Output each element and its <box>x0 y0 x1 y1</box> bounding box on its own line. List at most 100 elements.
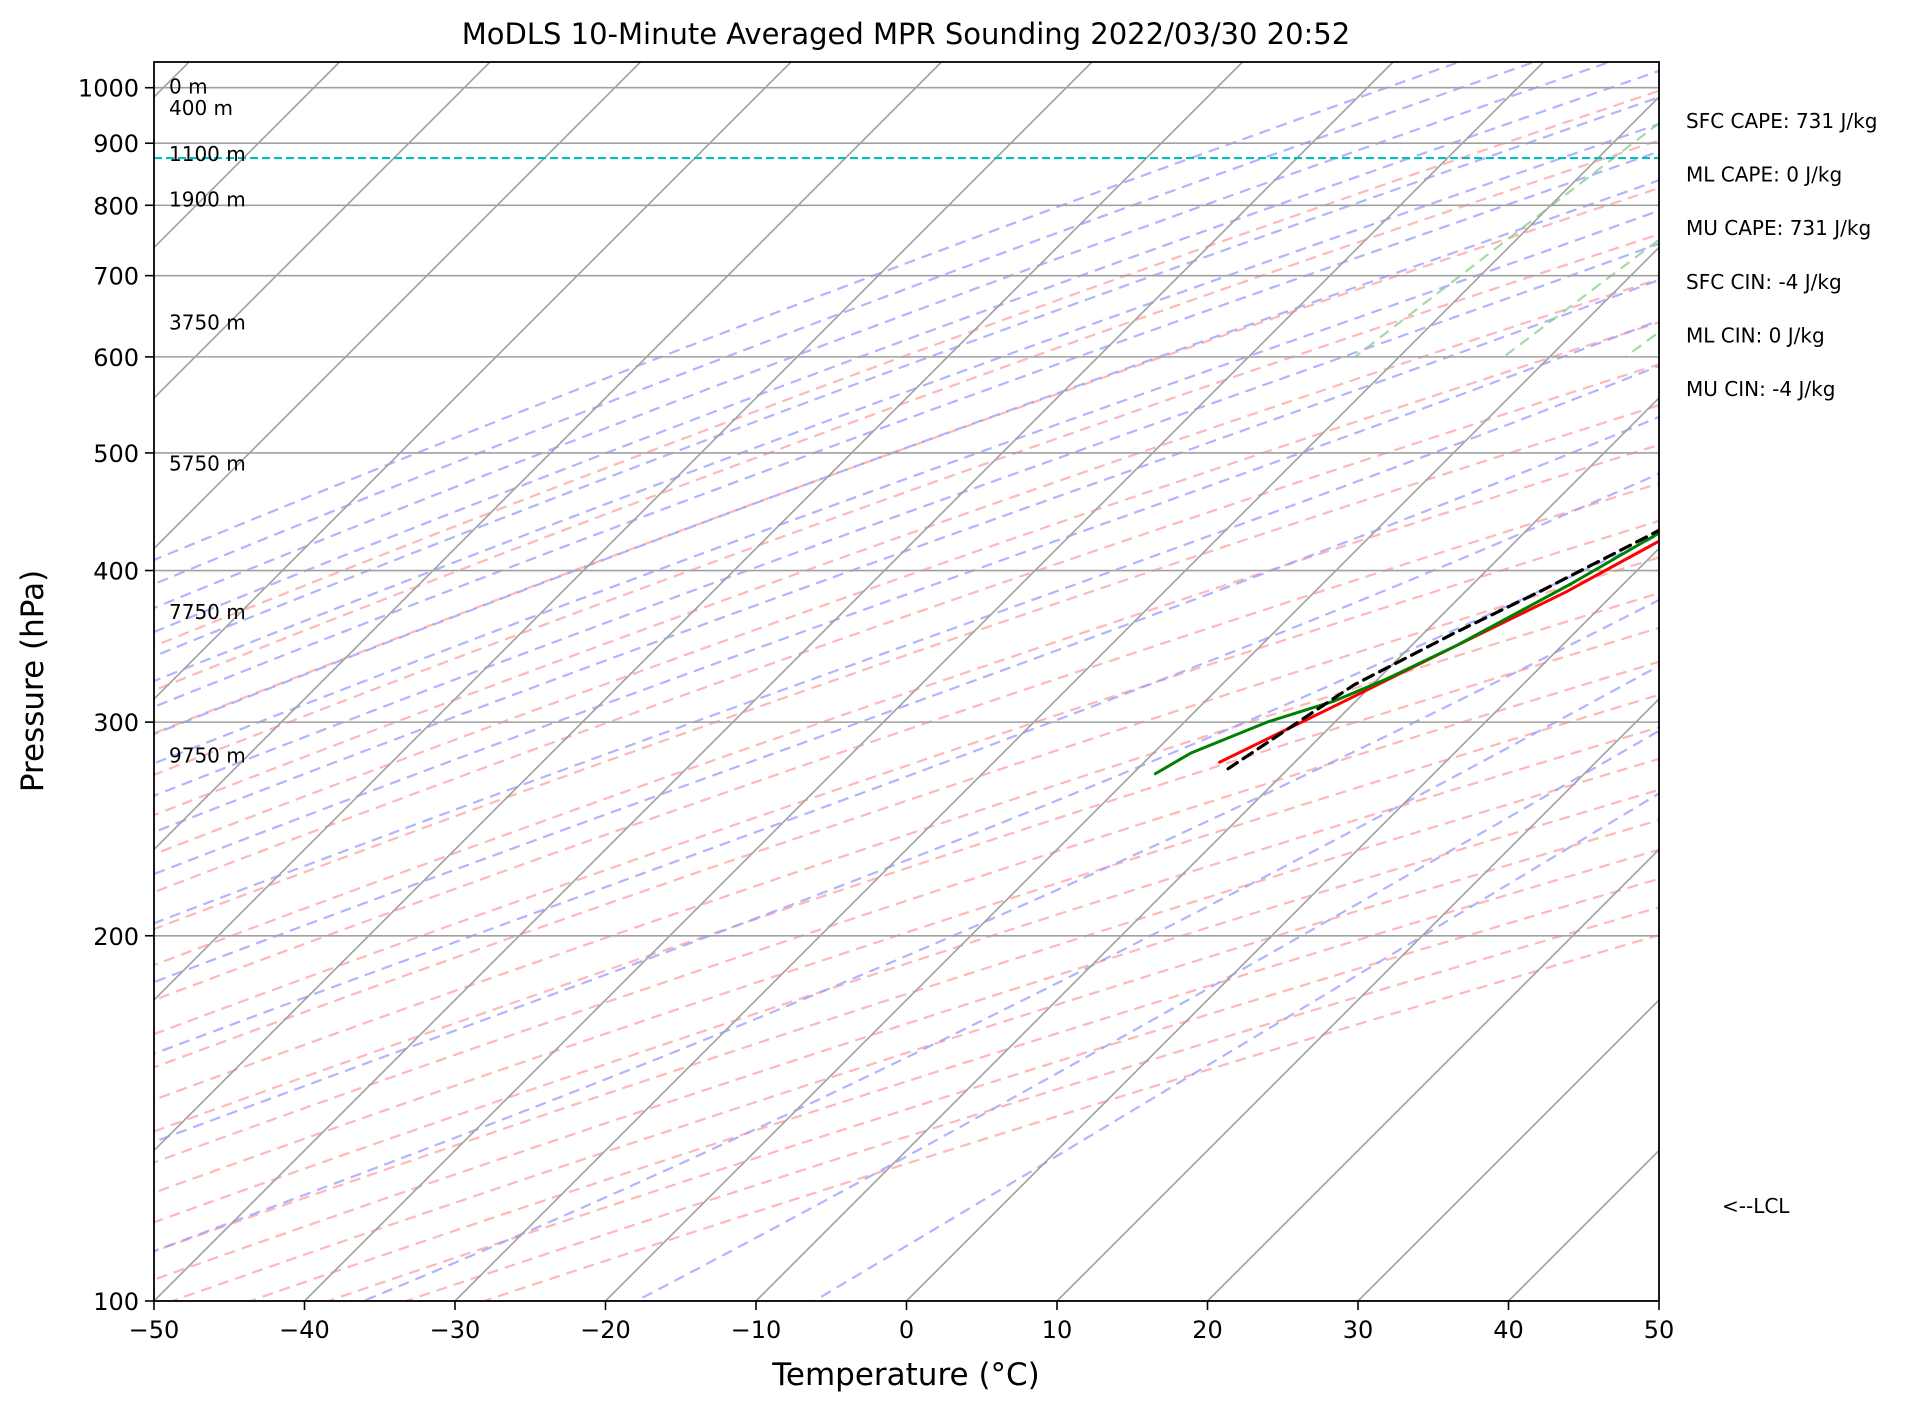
index-text: MU CAPE: 731 J/kg <box>1686 216 1871 240</box>
indices-panel: SFC CAPE: 731 J/kg ML CAPE: 0 J/kg MU CAPE… <box>1686 109 1877 401</box>
dry-adiabat-line <box>154 139 1659 692</box>
index-text: ML CIN: 0 J/kg <box>1686 323 1825 347</box>
moist-adiabat-line <box>635 729 1659 1301</box>
x-axis: −50 −40 −30 −20 −10 0 10 20 30 40 50 <box>129 1301 1675 1344</box>
dry-adiabat-line <box>154 693 1659 1194</box>
isotherm-line <box>1357 998 1659 1301</box>
dry-adiabat-line <box>168 818 1659 1301</box>
dry-adiabat-line <box>154 482 1659 1002</box>
y-tick-label: 200 <box>93 923 139 951</box>
dry-adiabat-line <box>154 660 1659 1164</box>
profiles <box>1153 528 1659 776</box>
x-tick-label: 20 <box>1192 1316 1223 1344</box>
isotherm-line <box>1658 1299 1659 1301</box>
isotherm-line <box>154 62 1093 1002</box>
isotherm-line <box>154 62 491 400</box>
mixing-ratio-line <box>1869 57 1911 357</box>
isotherm-line <box>755 396 1659 1301</box>
y-tick-label: 400 <box>93 558 139 586</box>
dry-adiabat-line <box>154 591 1659 1101</box>
dry-adiabat-line <box>154 519 1659 1036</box>
moist-adiabat-line <box>154 278 1659 834</box>
index-text: SFC CAPE: 731 J/kg <box>1686 109 1877 133</box>
x-tick-label: 0 <box>899 1316 914 1344</box>
dry-adiabat-line <box>154 726 1659 1224</box>
index-text: ML CAPE: 0 J/kg <box>1686 163 1842 187</box>
temperature-profile-line <box>1218 539 1659 764</box>
moist-adiabat-line <box>154 319 1659 876</box>
y-tick-label: 700 <box>93 263 139 291</box>
height-label: 5750 m <box>169 452 246 476</box>
dry-adiabat-line <box>402 906 1659 1301</box>
moist-adiabat-line <box>154 415 1659 984</box>
height-label: 0 m <box>169 75 208 99</box>
y-axis-label: Pressure (hPa) <box>15 570 51 792</box>
y-tick-label: 500 <box>93 440 139 468</box>
x-tick-label: 30 <box>1343 1316 1374 1344</box>
isotherm-line <box>1810 62 1911 1301</box>
isotherm-line <box>303 62 1545 1301</box>
x-axis-label: Temperature (°C) <box>771 1357 1040 1393</box>
height-label: 9750 m <box>169 744 246 768</box>
mixing-ratio-line <box>1624 330 1659 358</box>
dry-adiabat-line <box>154 443 1659 967</box>
isotherm-line <box>1507 1149 1659 1301</box>
y-tick-label: 100 <box>93 1288 139 1316</box>
isotherm-line <box>154 62 943 851</box>
dry-adiabat-line <box>154 277 1659 817</box>
y-tick-label: 300 <box>93 709 139 737</box>
dewpoint-profile-line <box>1153 531 1659 776</box>
moist-adiabat-line <box>154 96 1659 658</box>
x-tick-label: −20 <box>580 1316 631 1344</box>
lcl-label: <--LCL <box>1722 1194 1790 1218</box>
height-label: 3750 m <box>169 311 246 335</box>
dry-adiabat-line <box>154 186 1659 735</box>
isotherm-line <box>154 62 1394 1301</box>
y-tick-label: 900 <box>93 130 139 158</box>
height-label: 1100 m <box>169 142 246 166</box>
chart-title: MoDLS 10-Minute Averaged MPR Sounding 20… <box>462 17 1350 51</box>
index-text: MU CIN: -4 J/kg <box>1686 377 1835 401</box>
x-tick-label: −30 <box>430 1316 481 1344</box>
height-label: 7750 m <box>169 600 246 624</box>
x-tick-label: 10 <box>1042 1316 1073 1344</box>
y-axis: 100 200 300 400 500 600 700 800 900 1000 <box>78 75 154 1316</box>
dry-adiabat-line <box>324 877 1659 1301</box>
dry-adiabat-line <box>154 556 1659 1069</box>
index-text: SFC CIN: -4 J/kg <box>1686 270 1842 294</box>
height-label: 400 m <box>169 96 233 120</box>
x-tick-label: 50 <box>1644 1316 1675 1344</box>
isotherm-line <box>154 62 642 550</box>
background-lines <box>154 57 1911 1301</box>
dry-adiabat-line <box>154 788 1659 1281</box>
mixing-ratio-line <box>1756 57 1911 357</box>
moist-adiabat-line <box>154 122 1659 683</box>
isotherm-line <box>454 95 1659 1301</box>
y-tick-label: 800 <box>93 192 139 220</box>
dry-adiabat-line <box>154 757 1659 1253</box>
x-tick-label: −10 <box>731 1316 782 1344</box>
y-tick-label: 600 <box>93 344 139 372</box>
mixing-ratio-line <box>1503 238 1659 358</box>
dry-adiabat-line <box>154 626 1659 1133</box>
isotherm-line <box>604 246 1659 1301</box>
isotherm-line <box>1206 848 1659 1301</box>
isotherm-line <box>154 62 792 701</box>
height-label: 1900 m <box>169 188 246 212</box>
y-tick-label: 1000 <box>78 75 139 103</box>
parcel-profile-line <box>1221 528 1659 774</box>
moist-adiabat-line <box>154 62 1463 562</box>
moist-adiabat-line <box>154 69 1659 634</box>
dry-adiabat-line <box>154 363 1659 894</box>
height-labels: 9750 m 7750 m 5750 m 3750 m 1900 m 1100 m 400 … <box>169 75 246 768</box>
dry-adiabat-line <box>154 321 1659 856</box>
mixing-ratio-line <box>1354 121 1659 358</box>
dry-adiabat-line <box>154 404 1659 931</box>
x-tick-label: 40 <box>1493 1316 1524 1344</box>
x-tick-label: −40 <box>279 1316 330 1344</box>
moist-adiabat-line <box>362 664 1659 1301</box>
x-tick-label: −50 <box>129 1316 180 1344</box>
dry-adiabat-line <box>480 934 1659 1301</box>
isotherm-line <box>154 62 1244 1152</box>
